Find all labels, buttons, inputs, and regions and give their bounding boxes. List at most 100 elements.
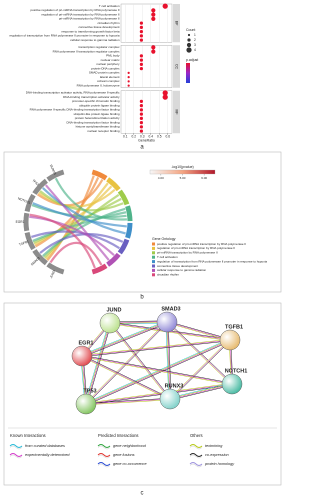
dot bbox=[139, 62, 143, 66]
dot bbox=[139, 67, 143, 71]
legend-line bbox=[97, 463, 111, 468]
gene-label: SMAD3 bbox=[30, 256, 41, 267]
term-label: transcription regulator complex bbox=[78, 45, 120, 49]
colorbar-tick-label: 5.00 bbox=[180, 176, 186, 180]
term-label: RNA polymerase II-specific DNA-binding t… bbox=[30, 108, 120, 112]
legend-label: connective tissue development bbox=[157, 264, 198, 268]
dot bbox=[162, 94, 168, 100]
legend-swatch bbox=[152, 268, 155, 272]
term-label: regulation of transcription from RNA pol… bbox=[9, 34, 119, 38]
term-label: nuclear matrix bbox=[101, 58, 120, 62]
dot bbox=[139, 108, 143, 112]
legend-line bbox=[9, 444, 23, 448]
edge bbox=[85, 382, 232, 404]
edge bbox=[166, 322, 230, 342]
term-label: PML body bbox=[106, 54, 120, 58]
dot bbox=[139, 99, 143, 103]
edge bbox=[167, 321, 171, 399]
x-axis-title: GeneRatio bbox=[138, 139, 155, 143]
legend-label: protein homology bbox=[204, 462, 235, 466]
x-tick-label: 0.3 bbox=[140, 135, 145, 139]
legend-title: p.adjust bbox=[186, 58, 198, 62]
dot bbox=[139, 116, 143, 120]
legend-label: gene neighborhood bbox=[113, 444, 147, 448]
term-label: lateral element bbox=[100, 75, 120, 79]
dot bbox=[151, 49, 156, 54]
legend-label: circadian rhythm bbox=[157, 273, 180, 277]
term-label: DNA-binding transcription factor binding bbox=[66, 120, 119, 124]
legend-title: Count bbox=[186, 28, 195, 32]
facet-strip bbox=[173, 45, 180, 88]
legend-label: experimentally determined bbox=[25, 453, 70, 457]
facet-strip bbox=[173, 90, 180, 134]
x-tick-label: 0.2 bbox=[132, 135, 137, 139]
legend-line bbox=[189, 444, 203, 448]
legend-label: co-expression bbox=[205, 453, 229, 457]
size-key bbox=[186, 42, 192, 48]
chord bbox=[31, 230, 120, 250]
dot bbox=[139, 30, 143, 34]
term-label: protein-DNA complex bbox=[91, 66, 120, 70]
edge bbox=[86, 323, 112, 405]
size-key bbox=[186, 47, 192, 53]
node bbox=[71, 345, 93, 367]
dot bbox=[139, 54, 143, 58]
legend-line bbox=[189, 454, 203, 459]
gene-label: EGR1 bbox=[16, 220, 25, 224]
node bbox=[221, 373, 243, 395]
legend-label: regulation of transcription from RNA pol… bbox=[157, 259, 267, 263]
facet-panel bbox=[120, 3, 173, 43]
facet-label: BP bbox=[175, 21, 179, 26]
edge bbox=[82, 322, 168, 358]
panel-b-frame bbox=[3, 151, 282, 293]
dot bbox=[139, 21, 143, 25]
dot bbox=[139, 129, 143, 133]
edge bbox=[110, 322, 171, 399]
term-label: nuclear receptor binding bbox=[87, 129, 120, 133]
chord bbox=[42, 187, 126, 235]
legend-line bbox=[97, 445, 111, 450]
node-label: EGR1 bbox=[79, 340, 94, 346]
node bbox=[159, 388, 181, 410]
legend-label: T cell activation bbox=[157, 255, 178, 259]
term-label: cellular response to gamma radiation bbox=[70, 38, 120, 42]
term-label: circadian rhythm bbox=[97, 21, 120, 25]
term-segment bbox=[125, 205, 133, 222]
edge bbox=[167, 321, 172, 399]
legend-line bbox=[97, 453, 111, 457]
size-key-label: 4 bbox=[194, 48, 196, 52]
legend-label: gene fusions bbox=[113, 453, 135, 457]
legend-label: positive regulation of pri-miRNA transcr… bbox=[157, 242, 246, 246]
edge bbox=[81, 321, 167, 356]
term-label: connective tissue development bbox=[78, 25, 119, 29]
dot bbox=[139, 25, 143, 29]
edge bbox=[82, 354, 233, 384]
edge bbox=[82, 355, 171, 399]
legend-swatch bbox=[152, 251, 155, 255]
term-segment bbox=[125, 222, 133, 239]
term-label: RNA polymerase II, holoenzyme bbox=[77, 83, 120, 87]
term-label: response to transforming growth factor b… bbox=[61, 29, 119, 33]
dot bbox=[127, 71, 130, 74]
legend-swatch bbox=[152, 264, 155, 268]
gene-segment bbox=[24, 231, 36, 251]
legend-swatch bbox=[152, 255, 155, 259]
term-label: positive regulation of pri-miRNA transcr… bbox=[30, 8, 119, 12]
legend-label: from curated databases bbox=[25, 444, 65, 448]
legend-group-title: Predicted Interactions bbox=[98, 433, 139, 438]
dot bbox=[151, 12, 156, 17]
edge bbox=[86, 399, 171, 406]
node-label: TP53 bbox=[83, 388, 96, 394]
term-label: SMAD protein complex bbox=[89, 71, 120, 75]
dot bbox=[139, 125, 143, 129]
dot bbox=[127, 80, 130, 83]
edge bbox=[166, 321, 231, 341]
dot bbox=[139, 121, 143, 125]
edge bbox=[170, 384, 233, 400]
dot bbox=[139, 34, 143, 38]
edge bbox=[167, 321, 233, 384]
legend-swatch bbox=[152, 273, 155, 277]
size-key bbox=[187, 33, 191, 37]
colorbar-title: -log10(pvalue) bbox=[171, 165, 193, 169]
edge bbox=[166, 322, 170, 400]
